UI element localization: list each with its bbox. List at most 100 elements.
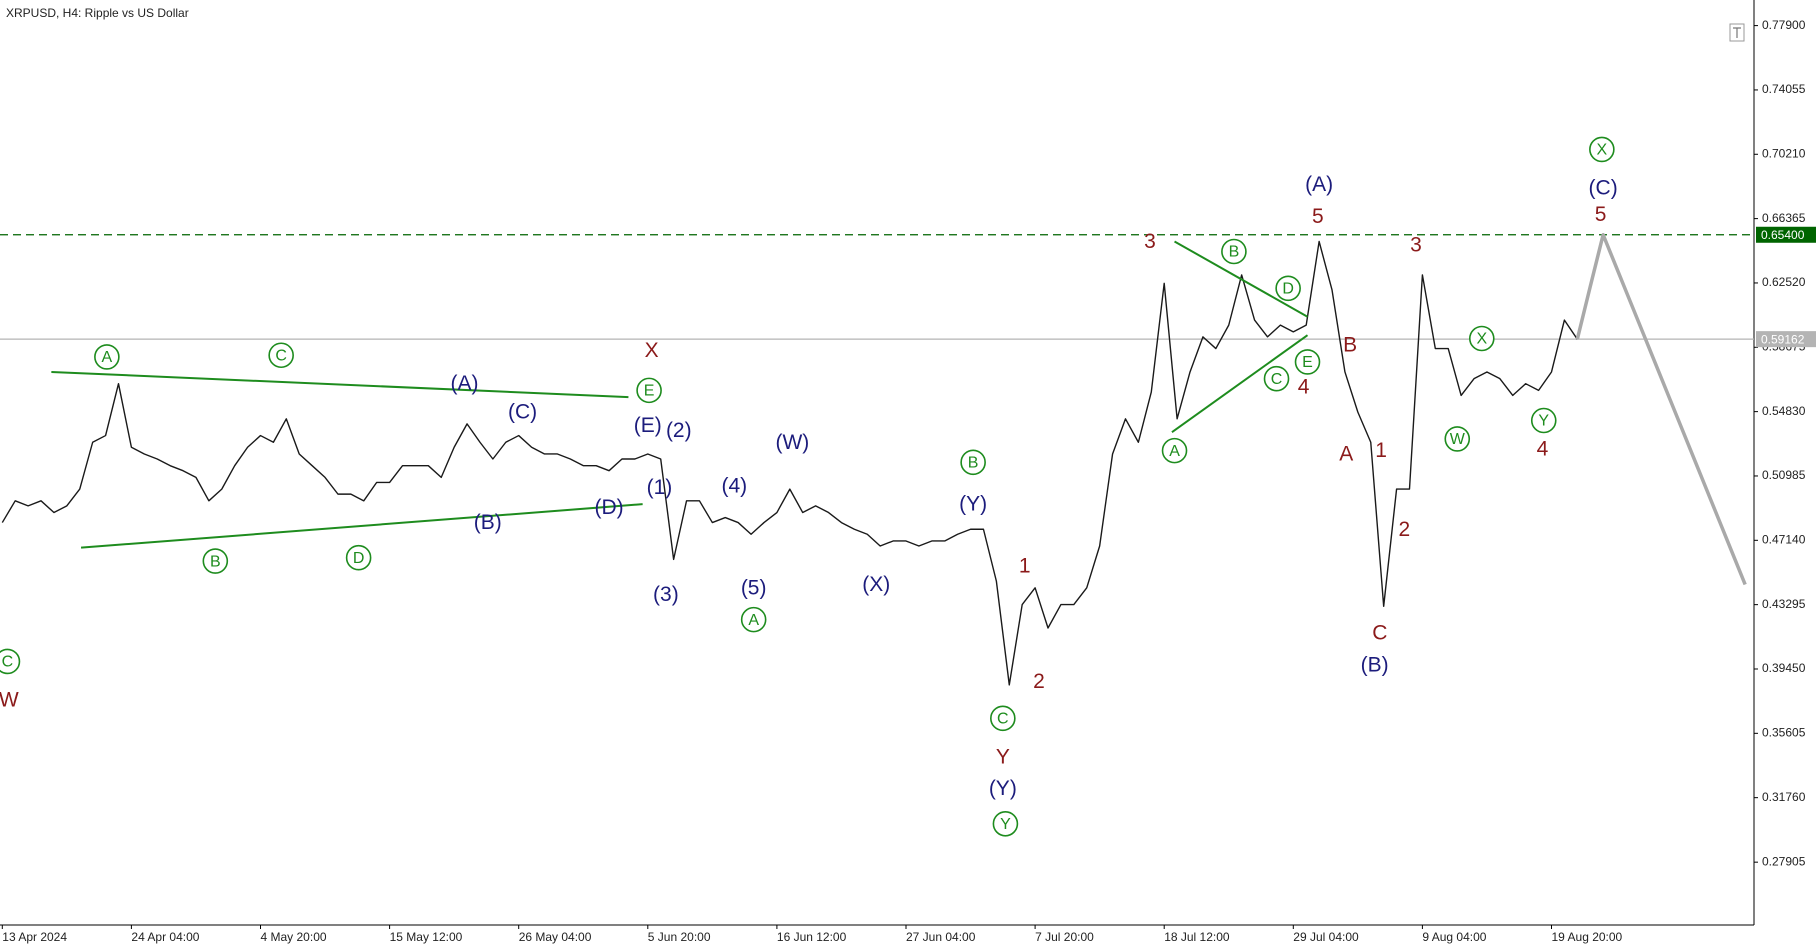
wave-label: B [968,455,979,472]
trendline [1171,334,1309,434]
trendline [1174,240,1308,318]
wave-label: 3 [1410,233,1422,256]
wave-circle [740,606,767,633]
wave-circle [1161,437,1188,464]
x-tick-label: 5 Jun 20:00 [648,930,711,944]
wave-label: C [1271,371,1283,388]
x-tick-label: 9 Aug 04:00 [1422,930,1486,944]
wave-label: (3) [653,583,679,606]
wave-label: A [748,612,759,629]
wave-circle [268,342,294,369]
wave-label: (B) [1361,653,1389,676]
price-level-box [1756,331,1816,348]
wave-label: (W) [775,431,809,454]
wave-label: B [1229,244,1240,261]
wave-circle [1263,365,1290,392]
wave-label: A [1169,443,1180,460]
wave-label: W [0,688,19,711]
price-level-label: 0.59162 [1761,332,1805,346]
wave-label: C [997,711,1009,728]
trendline [51,370,629,399]
wave-label: E [644,383,655,400]
wave-label: (X) [862,573,890,596]
wave-label: (5) [741,576,767,599]
y-tick-label: 0.77900 [1762,18,1806,32]
wave-label: (4) [721,474,747,497]
wave-circle [1468,325,1495,352]
wave-label: (A) [1305,173,1333,196]
wave-circle [960,449,986,476]
wave-label: B [210,553,221,570]
x-tick-label: 18 Jul 12:00 [1164,930,1230,944]
wave-circle [636,377,662,404]
wave-label: C [2,654,14,671]
x-tick-label: 27 Jun 04:00 [906,930,976,944]
wave-label: Y [1538,413,1549,430]
wave-circle [1530,407,1557,434]
price-level-box [1756,226,1816,243]
x-tick-label: 24 Apr 04:00 [131,930,199,944]
wave-circle [990,705,1016,732]
wave-label: 2 [1398,518,1410,541]
x-tick-label: 16 Jun 12:00 [777,930,847,944]
x-tick-label: 13 Apr 2024 [2,930,67,944]
wave-label: Y [1000,816,1011,833]
x-tick-label: 29 Jul 04:00 [1293,930,1359,944]
wave-circle [1294,349,1321,375]
wave-label: D [353,550,365,567]
wave-label: W [1450,431,1466,448]
wave-label: 1 [1019,555,1031,578]
wave-label: (C) [1589,176,1618,199]
x-tick-label: 7 Jul 20:00 [1035,930,1094,944]
y-tick-label: 0.70210 [1762,146,1806,160]
y-tick-label: 0.50985 [1762,468,1806,482]
y-tick-label: 0.62520 [1762,275,1806,289]
price-line [1575,233,1747,586]
wave-label: (Y) [989,777,1017,800]
price-line [1,240,1578,686]
wave-label: 3 [1144,230,1156,253]
wave-label: 1 [1375,439,1387,462]
wave-circle [1444,426,1471,452]
y-tick-label: 0.39450 [1762,661,1806,675]
wave-circle [1589,136,1615,163]
y-tick-label: 0.43295 [1762,597,1806,611]
y-tick-label: 0.27905 [1762,854,1806,868]
wave-label: 2 [1033,670,1045,693]
y-tick-label: 0.31760 [1762,790,1806,804]
wave-circle [992,810,1019,837]
auto-scroll-icon[interactable] [1729,23,1745,42]
wave-label: (A) [450,372,478,395]
wave-label: (2) [666,419,692,442]
wave-label: E [1302,354,1313,371]
wave-label: 4 [1298,376,1310,399]
y-tick-label: 0.35605 [1762,725,1806,739]
wave-label: X [645,339,659,362]
y-tick-label: 0.74055 [1762,82,1806,96]
x-tick-label: 26 May 04:00 [519,930,592,944]
wave-circle [0,648,21,675]
wave-label: (B) [474,511,502,534]
wave-label: X [1476,331,1487,348]
wave-circle [202,548,229,574]
wave-label: (E) [634,414,662,437]
wave-label: Y [996,745,1010,768]
x-tick-label: 19 Aug 20:00 [1552,930,1623,944]
wave-label: A [1339,443,1353,466]
trendline [80,503,643,549]
wave-circle [1275,275,1301,302]
wave-label: (C) [508,401,537,424]
price-level-label: 0.65400 [1761,228,1805,242]
wave-label: D [1282,281,1294,298]
wave-label: 5 [1595,203,1607,226]
wave-label: B [1343,334,1357,357]
chart-title: XRPUSD, H4: Ripple vs US Dollar [6,6,189,20]
wave-label: 4 [1537,437,1549,460]
wave-label: 5 [1312,205,1324,228]
y-tick-label: 0.54830 [1762,404,1806,418]
wave-circle [1221,238,1247,265]
x-tick-label: 4 May 20:00 [261,930,327,944]
wave-label: (Y) [959,493,987,516]
